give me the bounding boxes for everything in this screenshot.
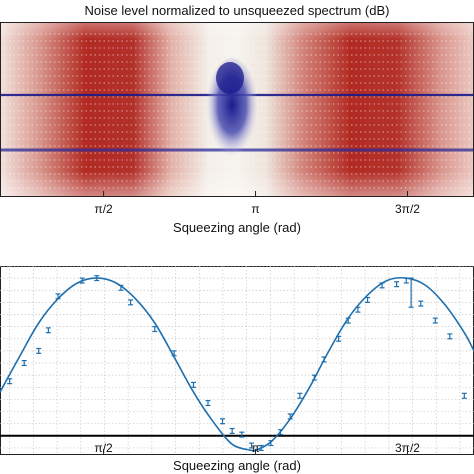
- data-point: [45, 327, 51, 334]
- data-point: [403, 277, 409, 284]
- data-point: [94, 275, 100, 282]
- data-point: [55, 293, 61, 300]
- bottom-x-tick-label: 3π/2: [395, 441, 420, 455]
- data-point: [365, 296, 371, 303]
- data-point: [128, 299, 134, 306]
- data-point: [118, 284, 124, 291]
- top-x-tick-label: π: [251, 202, 259, 216]
- top-panel-title: Noise level normalized to unsqueezed spe…: [84, 3, 390, 18]
- bottom-x-tick-label: π/2: [94, 441, 113, 455]
- data-point: [36, 347, 42, 354]
- data-point: [336, 335, 342, 342]
- data-point: [219, 418, 225, 425]
- data-point: [205, 400, 211, 407]
- bottom-x-axis-label: Squeezing angle (rad): [173, 458, 301, 473]
- data-point: [394, 281, 400, 288]
- data-point: [345, 317, 351, 324]
- data-point: [278, 429, 284, 436]
- data-point: [461, 392, 467, 399]
- data-point: [249, 442, 255, 449]
- data-point: [287, 413, 293, 420]
- data-point: [79, 277, 85, 284]
- heatmap-squeezed-core: [216, 62, 244, 94]
- data-point: [379, 282, 385, 289]
- bottom-x-tick-label: π: [251, 441, 259, 455]
- fit-curve: [0, 276, 474, 453]
- data-point: [239, 431, 245, 438]
- data-point: [447, 333, 453, 340]
- bottom-x-ticks: π/2 π 3π/2: [94, 441, 420, 455]
- top-x-tick-label: 3π/2: [395, 202, 420, 216]
- data-point: [311, 374, 317, 381]
- top-x-ticks: π/2 π 3π/2: [94, 191, 420, 216]
- data-points: [7, 275, 467, 451]
- data-point: [268, 440, 274, 447]
- data-point: [258, 444, 264, 451]
- data-point: [190, 381, 196, 388]
- bottom-plot-area: [0, 266, 474, 455]
- data-point: [229, 427, 235, 434]
- data-point: [432, 317, 438, 324]
- data-point: [171, 350, 177, 357]
- top-x-axis-label: Squeezing angle (rad): [173, 220, 301, 235]
- data-point: [7, 378, 13, 385]
- data-point: [297, 392, 303, 399]
- heatmap-panel: [0, 22, 474, 197]
- data-point: [152, 326, 158, 333]
- data-point: [418, 300, 424, 307]
- data-point: [321, 356, 327, 363]
- data-point: [355, 306, 361, 313]
- data-point: [408, 277, 414, 308]
- data-point: [21, 360, 27, 367]
- top-x-tick-label: π/2: [94, 202, 113, 216]
